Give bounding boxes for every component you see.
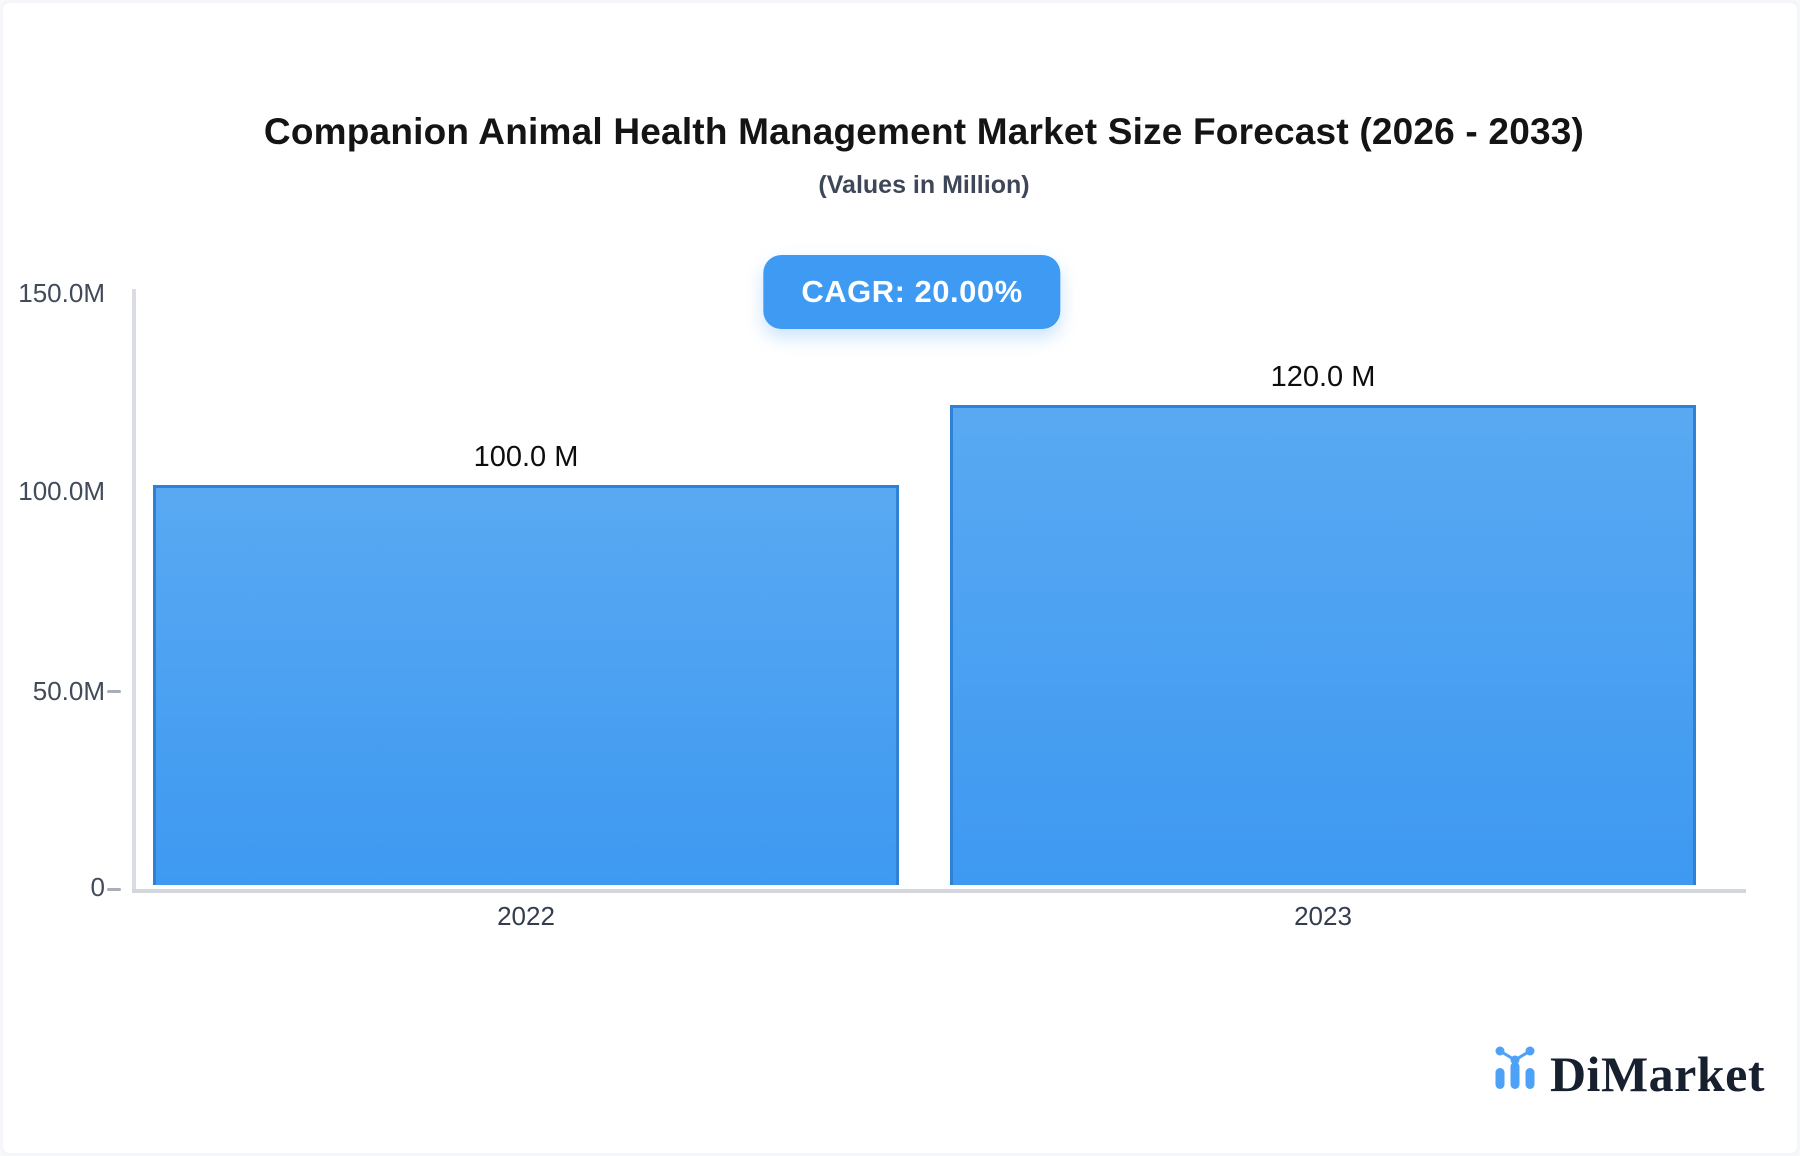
- y-tick-label-100m: 100.0M: [18, 476, 105, 506]
- x-category-label-2023: 2023: [1294, 901, 1352, 931]
- page-subtitle: (Values in Million): [818, 171, 1030, 199]
- x-axis-line: [132, 889, 1746, 893]
- bar-value-label-2022: 100.0 M: [473, 441, 579, 473]
- bar-chart-plot: 150.0M 100.0M 50.0M 0 100.0 M 120.0 M 20…: [3, 3, 1797, 1153]
- brand-logo: DiMarket: [1494, 1043, 1765, 1099]
- bar-value-label-2023: 120.0 M: [1270, 361, 1376, 393]
- y-axis-line: [132, 289, 136, 891]
- bar-2022[interactable]: 100.0 M: [153, 441, 899, 885]
- page-title: Companion Animal Health Management Marke…: [263, 111, 1585, 152]
- y-tick-label-0: 0: [90, 872, 105, 902]
- y-tick-mark-50m: [107, 690, 121, 693]
- bar-2023[interactable]: 120.0 M: [950, 361, 1696, 885]
- y-tick-label-150m: 150.0M: [18, 278, 105, 308]
- logo-text: DiMarket: [1549, 1046, 1765, 1102]
- y-tick-label-50m: 50.0M: [32, 676, 105, 706]
- y-tick-mark-0: [107, 888, 121, 891]
- x-category-label-2022: 2022: [497, 901, 555, 931]
- cagr-badge: CAGR: 20.00%: [763, 255, 1061, 329]
- mini-bar-chart-icon: [1494, 1043, 1536, 1096]
- chart-header: Companion Animal Health Management Marke…: [51, 3, 1797, 200]
